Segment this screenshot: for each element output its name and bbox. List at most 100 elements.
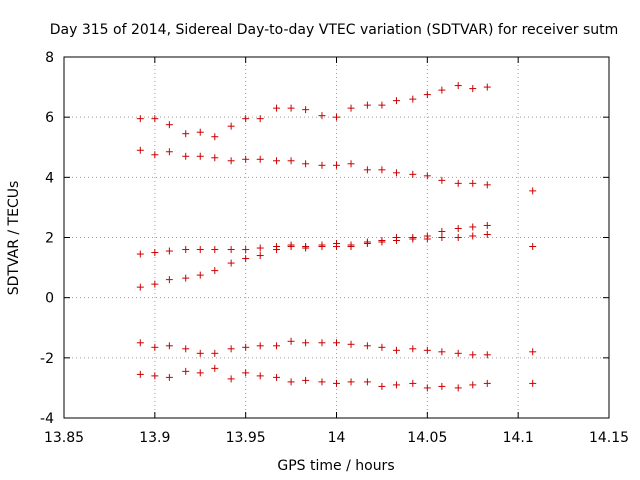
- data-point-series-2: [423, 172, 431, 180]
- data-point-series-1: [363, 101, 371, 109]
- data-point-series-1: [151, 115, 159, 123]
- data-point-series-2: [227, 157, 235, 165]
- data-point-series-4: [483, 221, 491, 229]
- data-point-series-3: [483, 230, 491, 238]
- y-tick-label: 0: [45, 291, 54, 307]
- data-point-series-5: [438, 348, 446, 356]
- data-point-series-5: [529, 348, 537, 356]
- data-point-series-5: [242, 343, 250, 351]
- data-point-series-4: [227, 259, 235, 267]
- data-point-series-4: [211, 267, 219, 275]
- data-point-series-4: [165, 276, 173, 284]
- y-tick-label: 2: [45, 231, 54, 247]
- data-point-series-5: [333, 339, 340, 347]
- x-tick-labels: 13.85 13.9 13.95 14 14.05 14.1 14.15: [44, 430, 629, 446]
- data-point-series-5: [273, 342, 281, 350]
- data-point-series-4: [302, 244, 310, 252]
- data-point-series-5: [469, 351, 477, 359]
- data-point-series-1: [409, 95, 417, 103]
- data-point-series-1: [423, 91, 431, 99]
- data-point-series-2: [196, 152, 204, 160]
- x-tick-label: 14.1: [503, 430, 534, 446]
- x-tick-label: 14: [328, 430, 346, 446]
- data-point-series-1: [318, 112, 326, 120]
- data-point-series-3: [438, 234, 446, 241]
- data-point-series-6: [273, 373, 281, 381]
- data-point-series-1: [378, 101, 386, 109]
- y-tick-label: -2: [40, 351, 54, 367]
- data-point-series-5: [302, 339, 310, 347]
- data-point-series-6: [483, 379, 491, 387]
- data-point-series-2: [256, 155, 264, 163]
- data-point-series-2: [273, 157, 281, 165]
- data-point-series-4: [333, 240, 340, 248]
- data-point-series-2: [454, 179, 462, 187]
- data-point-series-3: [136, 250, 144, 258]
- data-point-series-6: [136, 370, 144, 378]
- data-point-series-6: [529, 379, 537, 387]
- data-point-series-4: [242, 255, 250, 263]
- data-point-series-4: [363, 238, 371, 246]
- data-point-series-4: [273, 246, 281, 254]
- data-point-series-5: [363, 342, 371, 350]
- data-point-series-1: [287, 104, 295, 112]
- data-point-series-3: [151, 249, 159, 257]
- data-point-series-1: [242, 115, 250, 123]
- data-point-series-1: [165, 121, 173, 129]
- data-point-series-5: [318, 339, 326, 347]
- data-point-series-1: [273, 104, 281, 112]
- data-point-series-3: [196, 246, 204, 254]
- x-tick-label: 13.9: [139, 430, 170, 446]
- data-point-series-2: [363, 166, 371, 174]
- data-point-series-6: [363, 378, 371, 386]
- x-tick-label: 13.95: [226, 430, 266, 446]
- data-point-series-2: [211, 154, 219, 162]
- data-point-series-2: [318, 161, 326, 169]
- data-point-series-6: [438, 382, 446, 390]
- data-point-series-2: [182, 152, 190, 160]
- data-point-series-5: [165, 342, 173, 350]
- data-point-series-1: [196, 128, 204, 136]
- y-tick-label: 6: [45, 110, 54, 126]
- y-tick-labels: -4 -2 0 2 4 6 8: [40, 50, 54, 427]
- data-point-series-2: [287, 157, 295, 165]
- data-point-series-1: [454, 82, 462, 90]
- data-point-series-1: [182, 130, 190, 138]
- data-point-series-6: [182, 367, 190, 375]
- data-point-series-5: [378, 343, 386, 351]
- data-points: [136, 82, 537, 392]
- data-point-series-6: [211, 364, 219, 372]
- y-axis-label: SDTVAR / TECUs: [6, 181, 22, 296]
- data-point-series-4: [347, 241, 355, 249]
- y-tick-label: 8: [45, 50, 54, 66]
- data-point-series-6: [287, 378, 295, 386]
- data-point-series-6: [392, 381, 400, 389]
- data-point-series-3: [165, 247, 173, 255]
- data-point-series-5: [392, 346, 400, 354]
- data-point-series-6: [469, 381, 477, 389]
- data-point-series-1: [347, 104, 355, 112]
- data-point-series-3: [469, 232, 477, 240]
- data-point-series-1: [227, 122, 235, 130]
- data-point-series-4: [438, 227, 446, 235]
- data-point-series-2: [136, 146, 144, 154]
- chart-title: Day 315 of 2014, Sidereal Day-to-day VTE…: [50, 22, 619, 38]
- data-point-series-4: [318, 241, 326, 249]
- data-point-series-6: [423, 384, 431, 392]
- data-point-series-6: [454, 384, 462, 392]
- data-point-series-1: [392, 97, 400, 105]
- data-point-series-5: [423, 346, 431, 354]
- data-point-series-3: [454, 234, 462, 241]
- data-point-series-6: [151, 372, 159, 380]
- data-point-series-6: [347, 378, 355, 386]
- data-point-series-4: [378, 237, 386, 245]
- data-point-series-2: [392, 169, 400, 177]
- data-point-series-6: [318, 378, 326, 386]
- data-point-series-5: [454, 349, 462, 357]
- data-point-series-6: [242, 369, 250, 377]
- data-point-series-2: [302, 160, 310, 168]
- data-point-series-4: [409, 234, 417, 241]
- x-tick-label: 13.85: [44, 430, 84, 446]
- data-point-series-6: [227, 375, 235, 383]
